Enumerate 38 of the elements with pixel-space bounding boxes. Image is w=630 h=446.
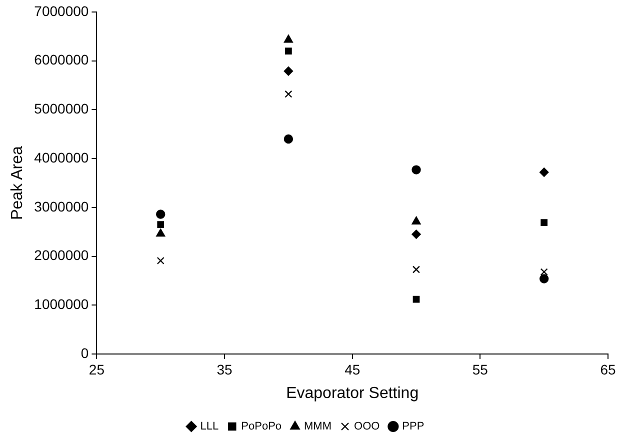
point <box>284 66 294 76</box>
point <box>156 228 166 237</box>
y-tick-label: 6000000 <box>34 52 89 68</box>
x-tick-label: 45 <box>344 361 360 378</box>
x-tick-label: 35 <box>216 361 233 378</box>
x-tick-label: 65 <box>600 361 616 378</box>
legend-label: PoPoPo <box>241 420 282 433</box>
point <box>539 168 549 177</box>
y-axis-title: Peak Area <box>9 146 26 220</box>
point <box>540 268 548 276</box>
point <box>412 266 420 274</box>
point <box>412 165 421 174</box>
point <box>412 230 421 239</box>
y-tick-label: 5000000 <box>34 100 89 117</box>
x-tick-label: 25 <box>88 361 105 378</box>
x-tick-label: 55 <box>472 361 488 378</box>
y-tick-label: 0 <box>80 344 89 361</box>
point <box>285 48 292 55</box>
point <box>412 216 421 224</box>
y-tick-label: 2000000 <box>34 247 89 264</box>
point <box>412 296 420 303</box>
legend-label: PPP <box>402 420 424 433</box>
y-tick-label: 4000000 <box>34 149 89 166</box>
point <box>157 221 164 228</box>
point <box>284 90 292 98</box>
y-tick-label: 3000000 <box>34 198 89 214</box>
x-axis-title: Evaporator Setting <box>286 384 419 402</box>
legend-label: OOO <box>354 420 380 433</box>
point <box>540 219 548 226</box>
point <box>284 134 294 144</box>
point <box>156 210 166 219</box>
y-tick-label: 1000000 <box>34 296 89 312</box>
point <box>156 256 164 264</box>
legend-label: MMM <box>304 420 332 433</box>
legend-label: LLL <box>200 420 219 433</box>
y-tick-label: 7000000 <box>34 2 89 19</box>
point <box>284 34 293 43</box>
point <box>539 274 549 284</box>
